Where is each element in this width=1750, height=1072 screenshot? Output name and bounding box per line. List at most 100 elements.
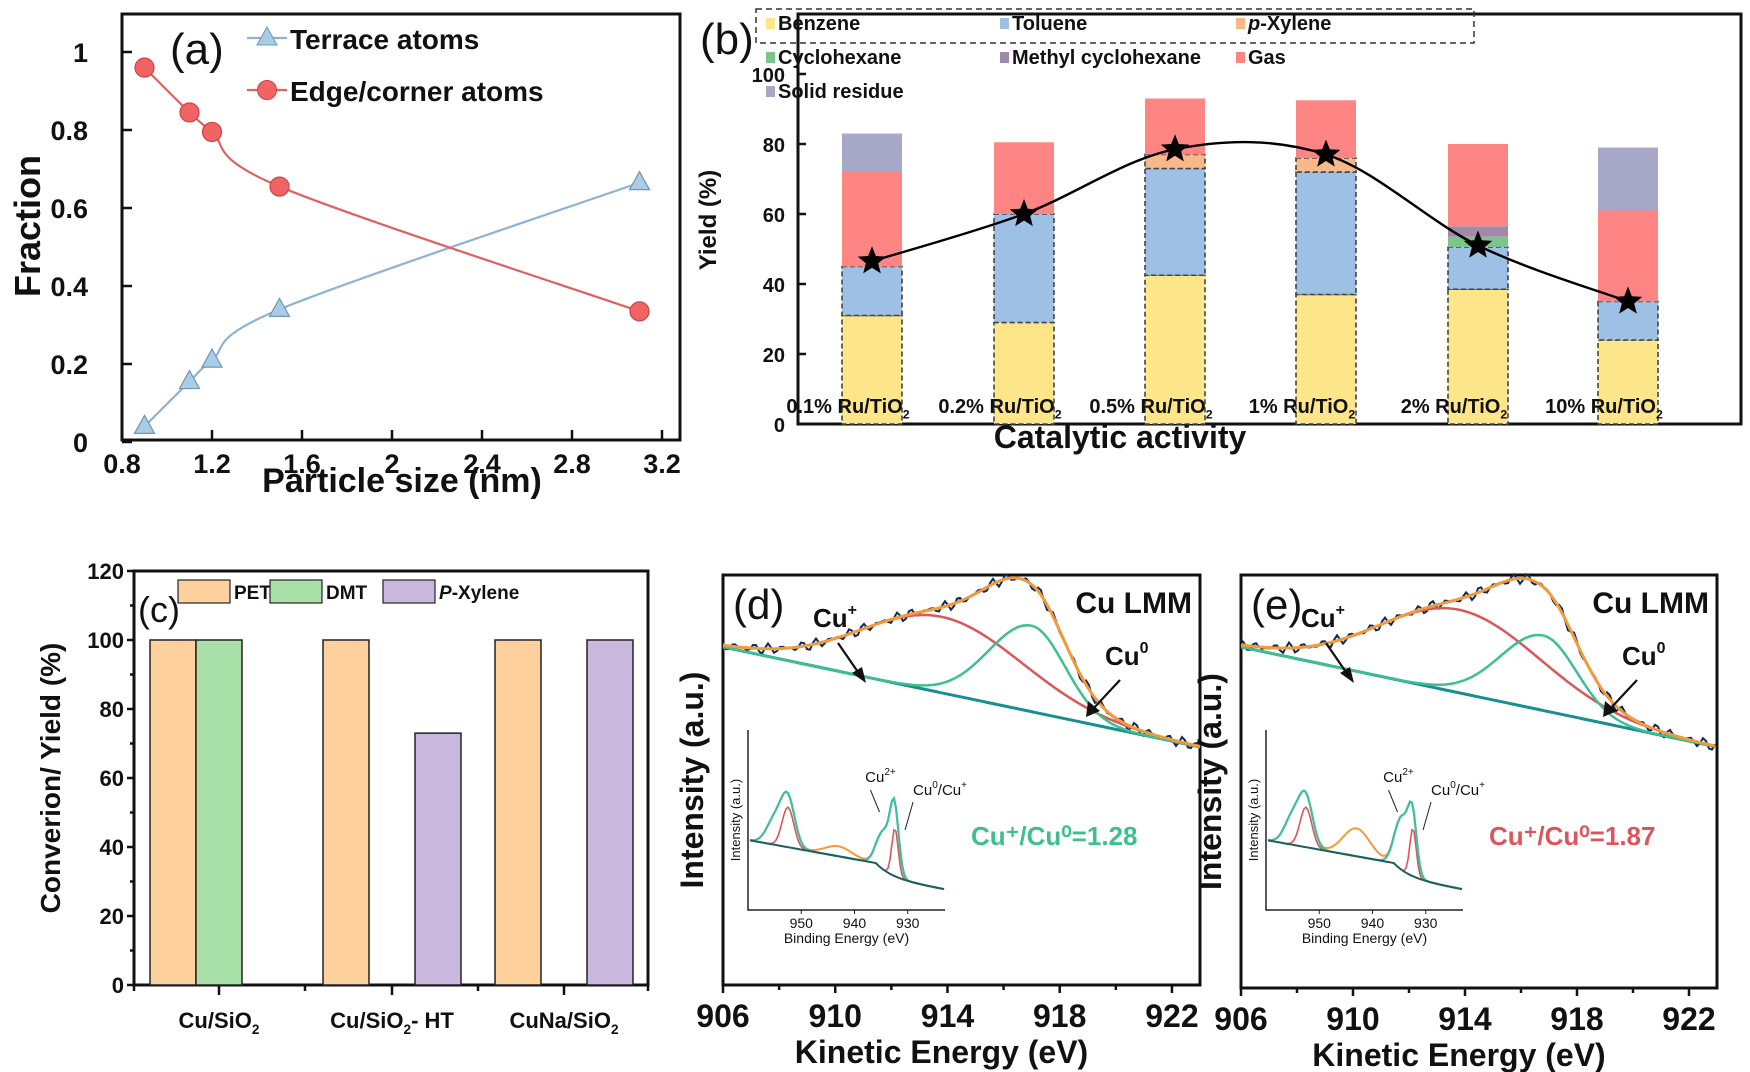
legend-swatch (766, 86, 775, 97)
legend-swatch (382, 579, 436, 604)
ratio-label: Cu⁺/Cu⁰=1.28 (971, 821, 1137, 851)
x-tick-label: 906 (696, 998, 749, 1034)
bar-segment-benzene (1597, 339, 1659, 425)
inset-x-axis-label: Binding Energy (eV) (784, 930, 909, 946)
y-tick-label: 40 (763, 275, 785, 297)
edge-point (269, 176, 290, 197)
panel-label: (d) (733, 581, 784, 628)
terrace-point (200, 347, 224, 368)
legend-label: Methyl cyclohexane (1012, 47, 1201, 69)
arrow-line (1608, 679, 1638, 711)
legend-swatch (1236, 18, 1245, 29)
y-tick-label: 100 (752, 65, 785, 87)
panel-e: 906 910 914 918 922 Kinetic Energy (eV) Intens… (1192, 572, 1719, 1072)
inset-fit-red (1267, 806, 1463, 890)
y-tick-label: 0.6 (50, 194, 88, 224)
edge-point (179, 102, 200, 123)
bar-segment-toluene (841, 265, 903, 317)
x-tick-label: Cu/SiO2 (179, 1008, 260, 1037)
bar-segment-toluene (1447, 246, 1509, 291)
y-tick-label: 0.2 (50, 350, 88, 380)
cu-lmm-label: Cu LMM (1075, 587, 1192, 620)
y-tick-label: 60 (763, 205, 785, 227)
y-axis-label: Intensity (a.u.) (674, 672, 710, 889)
y-tick-label: 0 (73, 428, 88, 458)
bar-segment-benzene (1295, 293, 1357, 425)
cu0-cu-label: Cu0/Cu+ (1431, 780, 1485, 799)
arrow-line (1091, 679, 1121, 711)
x-tick-label: 922 (1662, 1001, 1715, 1037)
bar-segment-gas (1448, 144, 1508, 227)
cu-zero-label: Cu0 (1105, 640, 1149, 671)
legend-label: DMT (326, 583, 368, 604)
panel-b-y-axis-label: Yield (%) (695, 170, 722, 270)
inset-fit-red (749, 806, 945, 890)
panel-b-label: (b) (700, 15, 754, 64)
panel-frame (1239, 573, 1719, 990)
bar-segment-benzene (1447, 288, 1509, 425)
terrace-point (628, 170, 651, 191)
arrow-head-icon (1340, 667, 1354, 683)
bar-stack (841, 133, 903, 425)
x-tick-label: 0.8 (103, 449, 141, 479)
bar-pet (494, 639, 542, 986)
inset-x-axis-label: Binding Energy (eV) (1302, 930, 1427, 946)
legend-label: Solid residue (778, 81, 904, 103)
x-tick-label: 914 (921, 998, 975, 1034)
inset-x-tick-label: 930 (1414, 915, 1438, 931)
panel-a-y-axis-label: Fraction (7, 155, 48, 297)
star-marker-icon (1613, 286, 1643, 314)
ratio-label: Cu⁺/Cu⁰=1.87 (1489, 821, 1655, 851)
y-tick-label: 80 (100, 697, 124, 722)
y-tick-label: 80 (763, 135, 785, 157)
inset-axes (1265, 730, 1463, 911)
inset-background (749, 839, 945, 891)
bar-pet (149, 639, 197, 986)
legend-swatch (766, 52, 775, 63)
inset-axes (747, 730, 945, 911)
cu2-label: Cu2+ (1383, 767, 1414, 786)
x-tick-label: 1.6 (283, 449, 321, 479)
legend-label: Edge/corner atoms (290, 76, 544, 107)
y-tick-label: 0 (774, 415, 785, 437)
cu-plus-label: Cu+ (813, 602, 857, 633)
star-marker-icon (1311, 139, 1341, 167)
panel-b-frame (796, 12, 1743, 426)
legend-swatch (1000, 52, 1009, 63)
legend-label: P-Xylene (439, 583, 519, 604)
y-tick-label: 120 (87, 559, 124, 584)
panel-a-frame (120, 12, 682, 442)
panel-label: (e) (1251, 581, 1302, 628)
arrow-line (837, 642, 861, 676)
legend-circle-icon (257, 80, 277, 100)
bar-stack (1295, 100, 1357, 425)
y-tick-label: 40 (100, 835, 124, 860)
bar-pet (322, 639, 370, 986)
edge-point (201, 121, 223, 143)
inset-data-line (1267, 789, 1463, 891)
x-tick-label: 910 (1326, 1001, 1379, 1037)
bar-segment-solid-residue (1598, 147, 1658, 211)
arrow-head-icon (1086, 701, 1100, 717)
legend-swatch (766, 18, 775, 29)
bar-p-xylene (414, 732, 462, 986)
x-tick-label: 906 (1214, 1001, 1267, 1037)
terrace-point (178, 369, 201, 390)
bar-stack (1144, 98, 1206, 425)
x-tick-label: 2.8 (553, 449, 591, 479)
x-axis-label: Kinetic Energy (eV) (1312, 1037, 1605, 1072)
cu-zero-fit-line (1240, 633, 1716, 748)
y-tick-label: 0.8 (50, 116, 88, 146)
bar-segment-benzene (841, 314, 903, 425)
bar-segment-solid-residue (842, 133, 902, 172)
bar-segment-p-xylene (1144, 153, 1206, 170)
cu2-label: Cu2+ (865, 767, 896, 786)
inset-background (1267, 839, 1463, 891)
inset-arrow (904, 801, 914, 831)
inset-x-tick-label: 930 (896, 915, 920, 931)
y-tick-label: 1 (73, 38, 88, 68)
edge-point (629, 301, 650, 322)
edge-point (134, 57, 155, 78)
